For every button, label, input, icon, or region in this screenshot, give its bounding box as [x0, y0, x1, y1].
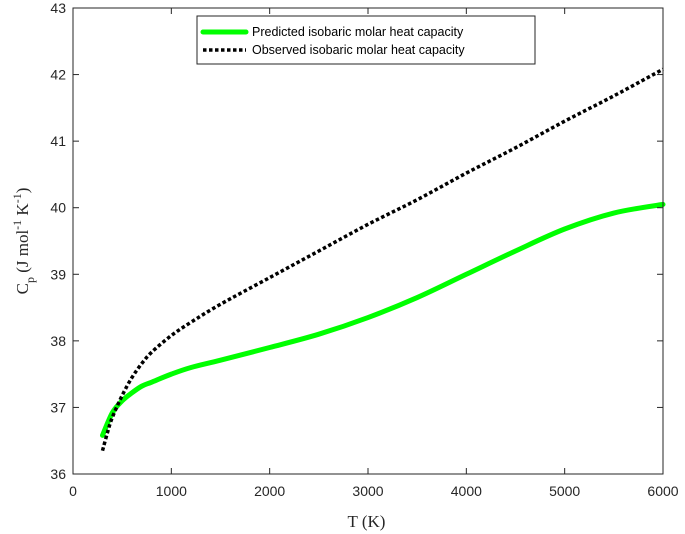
x-tick-label: 4000	[451, 483, 482, 499]
series-line-observed	[100, 67, 664, 452]
x-tick-label: 3000	[352, 483, 383, 499]
ticks-layer: 0 1000 2000 3000 4000 5000 6000 36 37 38 39 40 41 42 4…	[50, 0, 678, 499]
series-line-predicted	[100, 201, 666, 438]
y-tick-label: 39	[50, 266, 66, 282]
y-tick-label: 41	[50, 133, 66, 149]
x-axis-label: T (K)	[348, 512, 386, 531]
x-tick-label: 6000	[647, 483, 678, 499]
legend-label-observed: Observed isobaric molar heat capacity	[252, 43, 465, 57]
y-tick-label: 40	[50, 200, 66, 216]
series-layer	[100, 67, 666, 452]
legend: Predicted isobaric molar heat capacity O…	[196, 15, 536, 65]
y-tick-label: 37	[50, 399, 66, 415]
x-tick-label: 2000	[254, 483, 285, 499]
x-tick-label: 1000	[156, 483, 187, 499]
legend-box	[196, 15, 536, 65]
y-tick-label: 43	[50, 0, 66, 16]
y-tick-label: 36	[50, 466, 66, 482]
legend-label-predicted: Predicted isobaric molar heat capacity	[252, 25, 464, 39]
x-tick-label: 5000	[549, 483, 580, 499]
y-tick-label: 38	[50, 333, 66, 349]
plot-frame	[72, 7, 664, 475]
y-tick-label: 42	[50, 67, 66, 83]
y-axis-label: Cp (J mol-1 K-1)	[10, 188, 37, 295]
x-tick-label: 0	[69, 483, 77, 499]
